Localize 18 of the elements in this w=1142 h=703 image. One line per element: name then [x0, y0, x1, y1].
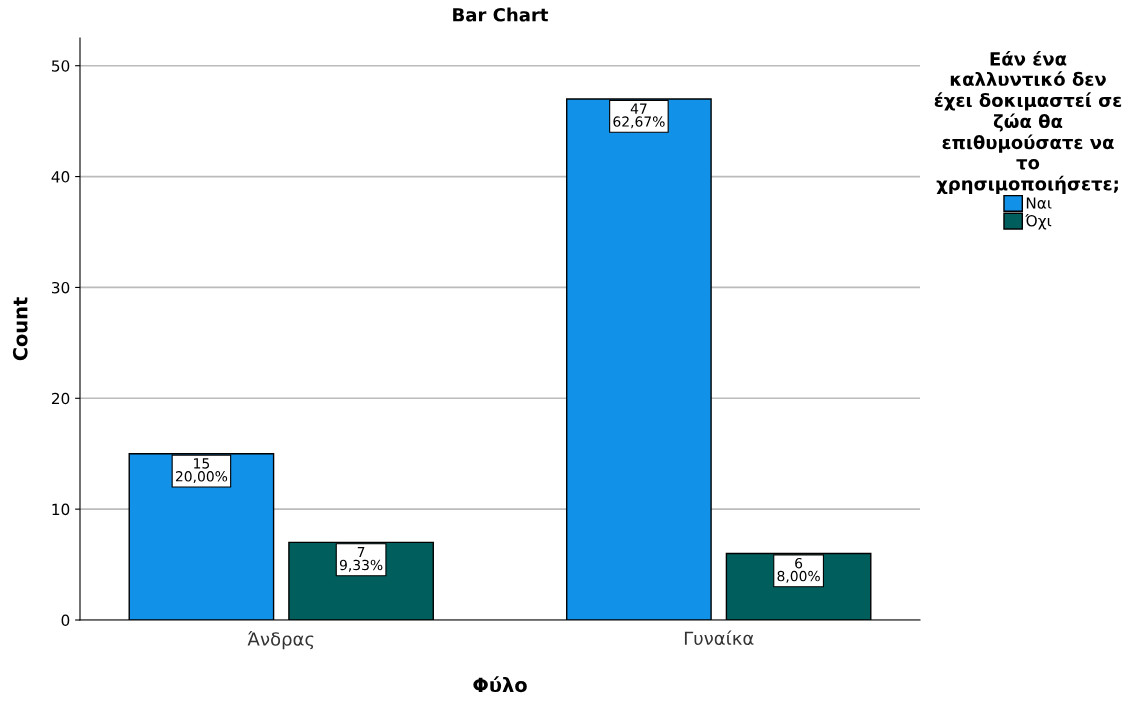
x-axis-title: Φύλο: [473, 676, 527, 693]
y-tick-label: 50: [52, 60, 70, 72]
data-label: 7 9,33%: [339, 546, 383, 572]
y-tick-label: 40: [51, 171, 70, 183]
data-label: 15 20,00%: [175, 458, 228, 483]
y-tick-label: 30: [52, 281, 70, 294]
legend-label: Όχι: [1025, 214, 1052, 230]
x-tick-label: Άνδρας: [247, 631, 314, 650]
legend-label: Ναι: [1026, 197, 1052, 209]
y-axis-title: Count: [12, 297, 28, 361]
y-tick-label: 0: [61, 614, 70, 627]
data-label: 47 62,67%: [613, 103, 665, 129]
chart-title: Bar Chart: [453, 7, 549, 22]
x-tick-label: Γυναίκα: [684, 630, 754, 646]
y-tick-label: 10: [52, 503, 70, 516]
data-label: 6 8,00%: [777, 557, 820, 583]
legend-title: Εάν ένα καλλυντικό δεν έχει δοκιμαστεί σε ζώα θα επιθυμούσατε να το χρησιμοποιήσετε;: [934, 51, 1122, 195]
y-tick-label: 20: [51, 392, 70, 405]
